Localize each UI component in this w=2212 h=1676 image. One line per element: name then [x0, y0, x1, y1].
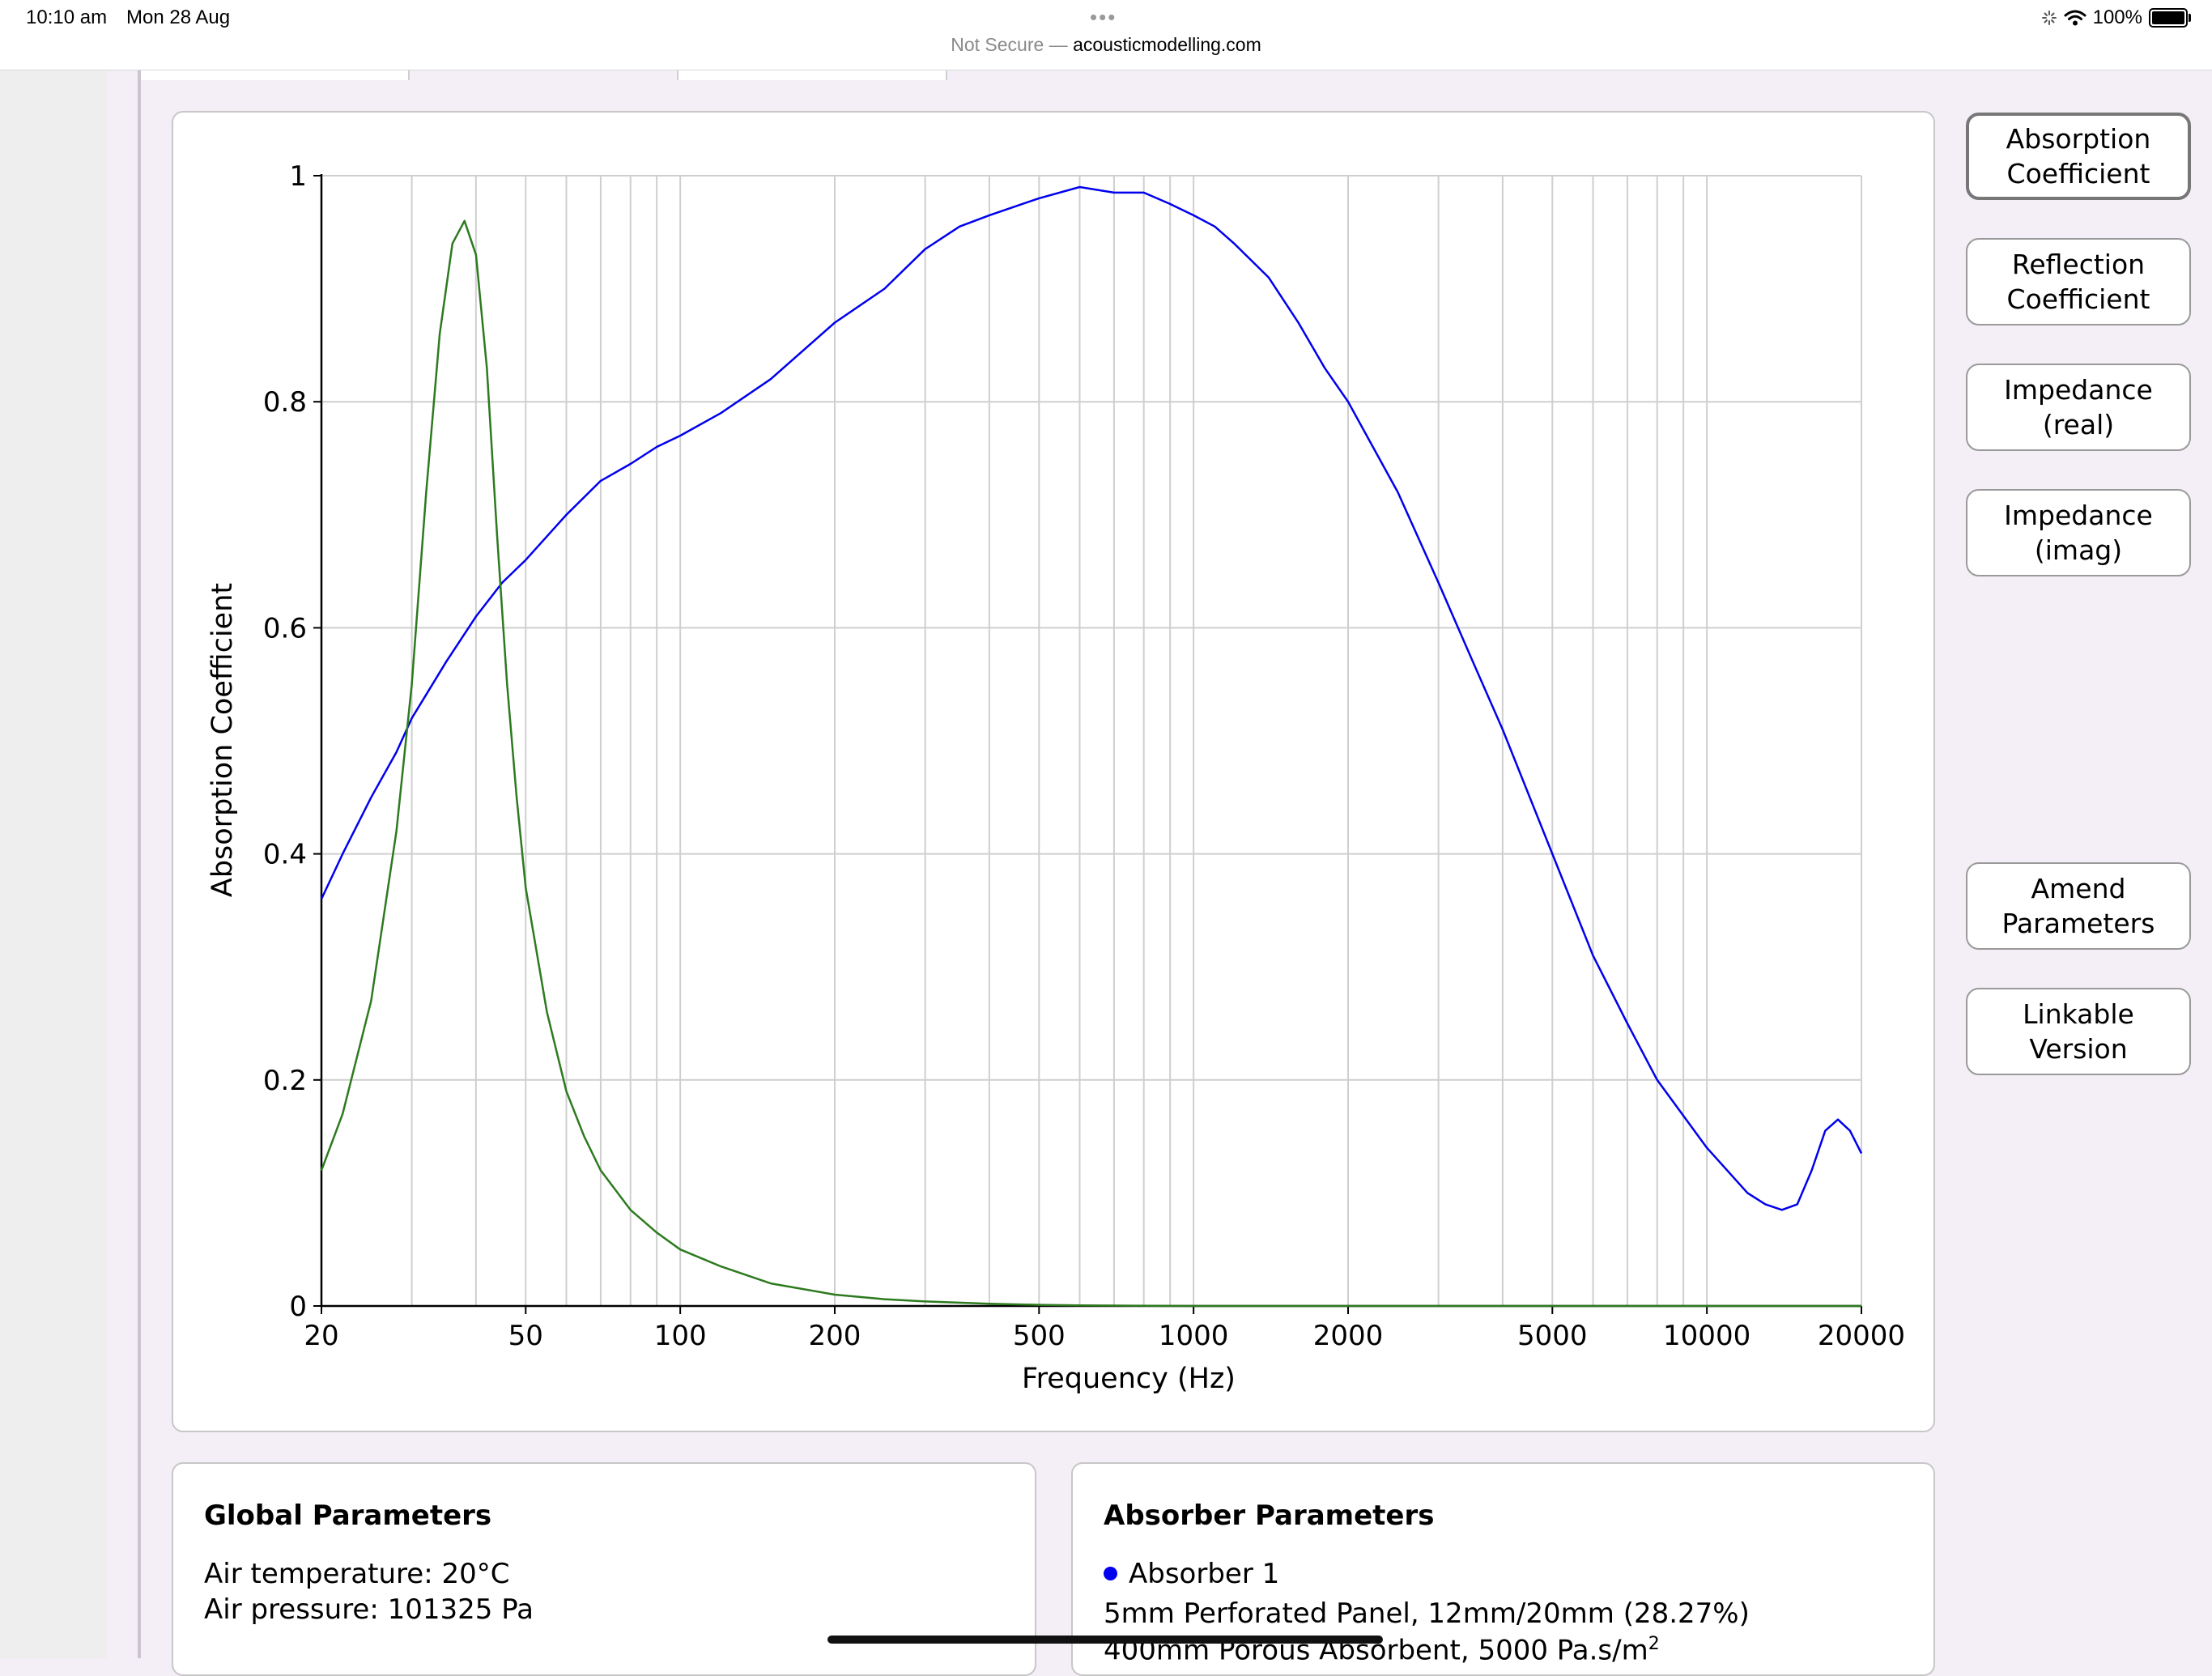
- address-bar[interactable]: Not Secure — acousticmodelling.com: [0, 34, 2212, 56]
- home-indicator[interactable]: [827, 1636, 1383, 1644]
- button-label: Impedance (real): [2004, 374, 2153, 440]
- x-tick-label: 2000: [1313, 1320, 1384, 1352]
- absorber-parameters-panel: Absorber Parameters Absorber 1 5mm Perfo…: [1071, 1462, 1935, 1676]
- button-label: Absorption Coefficient: [2006, 123, 2151, 189]
- x-tick-label: 10000: [1663, 1320, 1750, 1352]
- button-label: Linkable Version: [2023, 998, 2134, 1065]
- reflection-coefficient-button[interactable]: Reflection Coefficient: [1966, 238, 2191, 325]
- status-indicators: 100%: [2041, 6, 2191, 29]
- activity-spinner-icon: [2041, 11, 2057, 25]
- x-tick-label: 20: [304, 1320, 338, 1352]
- chart-panel: 20 50 100 200 500 1000 2000 5000 10000 20000 0 0.2…: [172, 111, 1935, 1432]
- global-parameters-title: Global Parameters: [204, 1499, 492, 1532]
- wifi-icon: [2064, 10, 2087, 26]
- y-tick-label: 0.6: [263, 612, 307, 644]
- y-tick-label: 0.2: [263, 1065, 307, 1097]
- linkable-version-button[interactable]: Linkable Version: [1966, 988, 2191, 1075]
- multitasking-dots-icon[interactable]: •••: [1090, 5, 1117, 29]
- button-label: Impedance (imag): [2004, 500, 2153, 566]
- status-date: Mon 28 Aug: [126, 6, 231, 28]
- global-parameters-panel: Global Parameters Air temperature: 20°C …: [172, 1462, 1036, 1676]
- button-label: Amend Parameters: [2001, 873, 2155, 939]
- x-axis-label: Frequency (Hz): [1022, 1363, 1236, 1395]
- url-text: acousticmodelling.com: [1073, 34, 1261, 55]
- y-axis-label: Absorption Coefficient: [206, 583, 239, 897]
- button-label: Reflection Coefficient: [2006, 249, 2150, 315]
- x-tick-label: 1000: [1159, 1320, 1229, 1352]
- series-color-dot-icon: [1104, 1567, 1117, 1580]
- absorber-item: Absorber 1: [1104, 1558, 1279, 1590]
- absorber-parameters-title: Absorber Parameters: [1104, 1499, 1435, 1532]
- impedance-real-button[interactable]: Impedance (real): [1966, 364, 2191, 451]
- tab-2[interactable]: [410, 70, 678, 80]
- not-secure-label: Not Secure —: [951, 34, 1068, 55]
- y-tick-label: 0.8: [263, 386, 307, 419]
- left-margin: [0, 70, 107, 1658]
- series-line-1: [320, 185, 1863, 1211]
- y-tick-label: 0.4: [263, 839, 307, 871]
- status-bar: 10:10 am Mon 28 Aug ••• Not Secure — aco…: [0, 0, 2212, 70]
- x-tick-label: 500: [1013, 1320, 1066, 1352]
- y-tick-label: 1: [289, 160, 307, 193]
- impedance-imag-button[interactable]: Impedance (imag): [1966, 489, 2191, 576]
- air-pressure: Air pressure: 101325 Pa: [204, 1593, 534, 1626]
- absorption-chart: 20 50 100 200 500 1000 2000 5000 10000 20000 0 0.2…: [206, 160, 1905, 1395]
- y-tick-label: 0: [289, 1291, 307, 1323]
- absorber-name: Absorber 1: [1129, 1558, 1280, 1590]
- series-line-2: [320, 219, 1861, 1308]
- x-tick-label: 100: [654, 1320, 707, 1352]
- x-tick-label: 200: [809, 1320, 861, 1352]
- absorption-coefficient-button[interactable]: Absorption Coefficient: [1966, 113, 2191, 200]
- amend-parameters-button[interactable]: Amend Parameters: [1966, 862, 2191, 950]
- x-tick-label: 20000: [1818, 1320, 1905, 1352]
- layer2-superscript: 2: [1648, 1634, 1660, 1654]
- tab-3[interactable]: [678, 70, 947, 80]
- tab-1[interactable]: [141, 70, 410, 80]
- battery-percent: 100%: [2092, 6, 2142, 28]
- battery-icon: [2149, 8, 2191, 28]
- status-time: 10:10 am: [26, 6, 108, 28]
- x-tick-label: 5000: [1517, 1320, 1588, 1352]
- air-temperature: Air temperature: 20°C: [204, 1558, 510, 1590]
- x-tick-label: 50: [508, 1320, 543, 1352]
- absorber-layer-1: 5mm Perforated Panel, 12mm/20mm (28.27%): [1104, 1597, 1750, 1630]
